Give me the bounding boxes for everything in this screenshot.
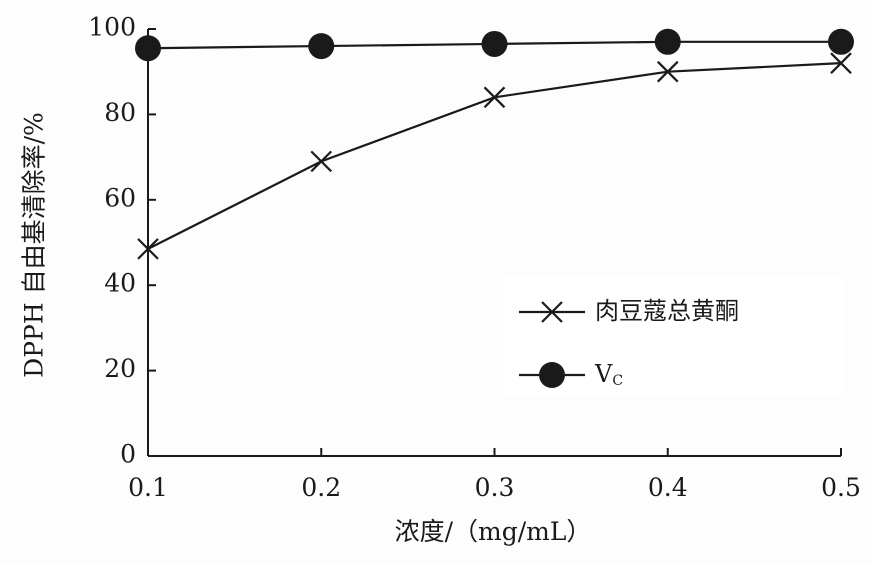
y-tick-label: 60 <box>104 183 136 212</box>
x-tick-label: 0.4 <box>648 473 688 502</box>
x-tick-label: 0.1 <box>128 473 168 502</box>
y-tick-label: 80 <box>104 98 136 127</box>
legend-entry: VC <box>519 360 623 390</box>
data-point <box>656 60 679 83</box>
series-2 <box>135 28 854 62</box>
x-axis-title: 浓度/（mg/mL） <box>395 517 592 546</box>
data-point <box>828 28 854 55</box>
x-tick-label: 0.3 <box>475 473 515 502</box>
data-point <box>654 28 681 55</box>
data-point <box>135 35 161 62</box>
y-tick-label: 100 <box>88 13 136 42</box>
legend-entry: 肉豆蔻总黄酮 <box>519 297 739 325</box>
legend-circle-marker <box>539 362 565 388</box>
data-point <box>483 86 506 109</box>
y-tick-label: 40 <box>104 269 136 298</box>
x-tick-label: 0.5 <box>821 473 861 502</box>
axis-ticks: 0 20 40 60 80 100 0.1 0.2 0.3 0.4 0.5 <box>88 13 861 503</box>
data-series <box>135 28 854 260</box>
x-tick-label: 0.2 <box>301 473 341 502</box>
data-point <box>310 150 333 173</box>
data-point <box>308 33 335 60</box>
y-axis-title: DPPH 自由基清除率/% <box>20 112 49 378</box>
y-tick-label: 0 <box>120 440 136 469</box>
data-point <box>137 238 159 260</box>
y-tick-label: 20 <box>104 354 136 383</box>
data-point <box>830 52 852 74</box>
legend-label: 肉豆蔻总黄酮 <box>595 297 739 325</box>
data-point <box>481 30 508 57</box>
legend-label: VC <box>594 360 623 390</box>
series-1 <box>137 52 852 260</box>
chart-legend: 肉豆蔻总黄酮 VC <box>505 275 845 395</box>
legend-x-marker <box>541 301 563 323</box>
